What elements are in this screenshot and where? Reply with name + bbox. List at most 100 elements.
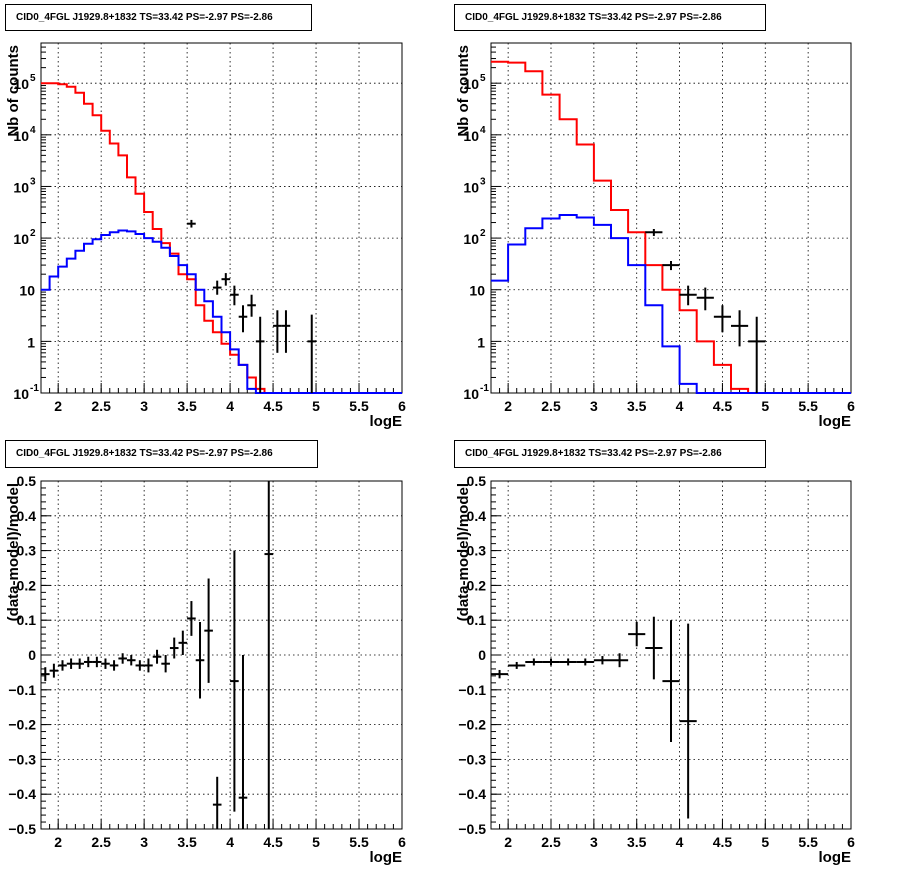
x-axis-label: logE <box>370 413 403 430</box>
data-point <box>238 655 248 829</box>
y-tick-exponent: 5 <box>480 73 486 84</box>
y-tick-exponent: -1 <box>30 383 39 394</box>
y-tick-label: 0 <box>478 647 486 663</box>
data-point <box>135 660 145 671</box>
data-point <box>247 294 256 317</box>
y-tick-exponent: 4 <box>30 125 36 136</box>
x-tick-label: 5 <box>761 398 769 414</box>
y-tick-label: 10 <box>13 386 29 402</box>
x-tick-label: 4.5 <box>263 834 283 850</box>
data-point <box>221 273 231 286</box>
data-point <box>491 669 509 679</box>
x-tick-label: 2.5 <box>91 398 111 414</box>
x-tick-label: 4.5 <box>713 398 733 414</box>
y-tick-label: 0.5 <box>17 473 37 489</box>
x-tick-label: 2 <box>54 398 62 414</box>
data-point <box>161 655 170 673</box>
x-tick-label: 4.5 <box>263 398 283 414</box>
x-tick-label: 3 <box>590 398 598 414</box>
data-point <box>118 653 127 664</box>
y-tick-exponent: 2 <box>30 228 36 239</box>
data-point <box>75 658 84 669</box>
chart-title: CID0_4FGL J1929.8+1832 TS=33.42 PS=-2.97… <box>5 440 318 468</box>
data-point <box>195 621 205 699</box>
y-tick-label: −0.5 <box>458 821 486 837</box>
y-tick-exponent: -1 <box>480 383 489 394</box>
y-tick-label: 10 <box>463 386 479 402</box>
data-point <box>187 601 196 636</box>
data-point <box>204 578 213 683</box>
x-tick-label: 5 <box>312 834 320 850</box>
data-point <box>230 285 239 306</box>
y-tick-label: 0.2 <box>467 577 487 593</box>
data-point <box>307 314 317 393</box>
data-point <box>264 481 274 829</box>
x-tick-label: 2.5 <box>541 398 561 414</box>
y-tick-label: 1 <box>27 334 35 350</box>
data-point <box>144 658 153 673</box>
y-tick-label: 0 <box>28 647 36 663</box>
y-tick-exponent: 2 <box>480 228 486 239</box>
data-point <box>41 667 50 682</box>
data-point <box>126 655 136 666</box>
x-tick-label: 5.5 <box>798 834 818 850</box>
y-tick-label: 0.3 <box>467 543 487 559</box>
x-tick-label: 3 <box>590 834 598 850</box>
x-tick-label: 2 <box>504 834 512 850</box>
chart-title: CID0_4FGL J1929.8+1832 TS=33.42 PS=-2.97… <box>454 4 766 31</box>
data-point <box>645 228 663 236</box>
data-point <box>83 656 93 668</box>
data-point <box>628 621 646 647</box>
y-tick-label: 10 <box>469 283 485 299</box>
y-tick-label: −0.3 <box>458 751 486 767</box>
x-tick-label: 4.5 <box>713 834 733 850</box>
x-tick-label: 3.5 <box>177 398 197 414</box>
data-point <box>525 658 543 666</box>
y-tick-label: 10 <box>463 128 479 144</box>
x-tick-label: 6 <box>398 834 406 850</box>
y-axis-label: (data-model)/model <box>5 483 22 621</box>
x-tick-label: 3.5 <box>627 398 647 414</box>
data-point <box>731 310 749 347</box>
x-tick-label: 5.5 <box>798 398 818 414</box>
x-axis-label: logE <box>370 849 403 866</box>
data-point <box>281 310 291 353</box>
x-tick-label: 4 <box>676 834 684 850</box>
x-tick-label: 6 <box>398 398 406 414</box>
y-tick-exponent: 3 <box>30 176 36 187</box>
data-point <box>662 620 680 742</box>
data-point <box>273 310 282 353</box>
y-tick-label: −0.4 <box>458 786 486 802</box>
y-tick-label: 0.5 <box>467 473 487 489</box>
x-tick-label: 5 <box>312 398 320 414</box>
data-point <box>645 616 663 680</box>
y-tick-label: −0.3 <box>8 751 36 767</box>
data-point <box>212 280 222 295</box>
x-tick-label: 2.5 <box>91 834 111 850</box>
data-point <box>255 316 265 393</box>
data-point <box>101 658 110 669</box>
x-tick-label: 4 <box>226 398 234 414</box>
x-tick-label: 5.5 <box>349 398 369 414</box>
data-point <box>748 316 766 393</box>
y-axis-label: Nb of counts <box>455 45 472 137</box>
y-tick-label: 10 <box>463 231 479 247</box>
data-point <box>92 656 102 668</box>
data-point <box>696 287 714 311</box>
chart-title: CID0_4FGL J1929.8+1832 TS=33.42 PS=-2.97… <box>454 440 766 468</box>
y-tick-label: −0.2 <box>8 717 36 733</box>
data-point <box>713 305 731 333</box>
y-tick-label: 0.4 <box>17 508 37 524</box>
y-tick-label: −0.4 <box>8 786 36 802</box>
y-tick-label: 0.4 <box>467 508 487 524</box>
data-point <box>576 658 594 666</box>
y-tick-label: −0.1 <box>8 682 36 698</box>
data-point <box>58 660 67 671</box>
x-tick-label: 4 <box>226 834 234 850</box>
x-tick-label: 3 <box>140 398 148 414</box>
chart-title: CID0_4FGL J1929.8+1832 TS=33.42 PS=-2.97… <box>5 4 312 31</box>
x-tick-label: 6 <box>847 834 855 850</box>
